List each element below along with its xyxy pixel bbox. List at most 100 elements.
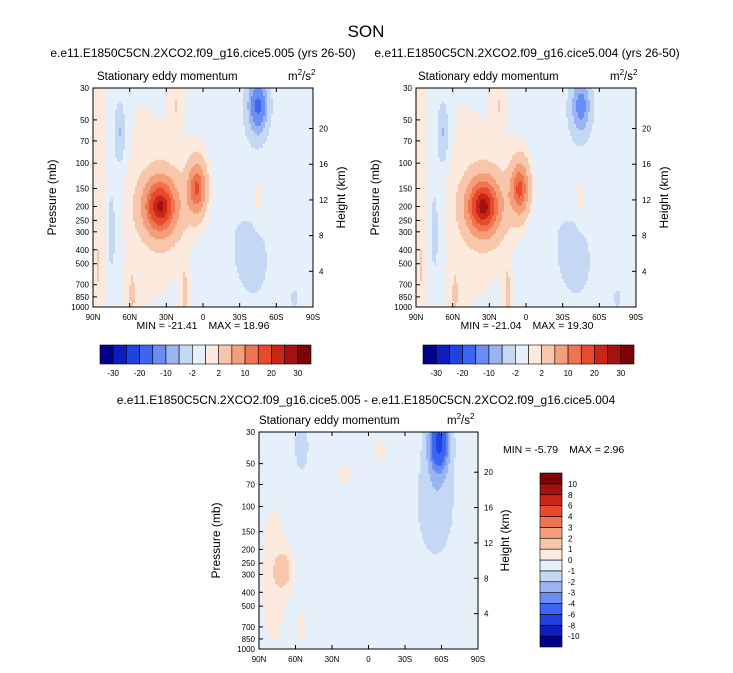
heatmap-cell xyxy=(223,131,226,135)
heatmap-cell xyxy=(215,133,218,137)
heatmap-cell xyxy=(285,119,288,123)
heatmap-cell xyxy=(101,109,104,113)
heatmap-cell xyxy=(177,123,180,127)
heatmap-cell xyxy=(211,113,214,117)
heatmap-cell xyxy=(193,115,196,119)
heatmap-cell xyxy=(231,115,234,119)
heatmap-cell xyxy=(159,123,162,127)
heatmap-cell xyxy=(291,111,294,115)
heatmap-cell xyxy=(301,115,304,119)
heatmap-cell xyxy=(107,88,110,91)
heatmap-cell xyxy=(199,101,202,105)
heatmap-cell xyxy=(173,125,176,129)
heatmap-cell xyxy=(129,123,132,127)
heatmap-cell xyxy=(271,113,274,117)
heatmap-cell xyxy=(177,107,180,111)
heatmap-cell xyxy=(193,99,196,103)
heatmap-cell xyxy=(227,103,230,107)
heatmap-cell xyxy=(95,127,98,131)
heatmap-cell xyxy=(109,111,112,115)
heatmap-cell xyxy=(175,99,178,103)
heatmap-cell xyxy=(261,105,264,109)
heatmap-cell xyxy=(197,117,200,121)
heatmap-cell xyxy=(295,89,298,93)
heatmap-cell xyxy=(213,129,216,133)
heatmap-cell xyxy=(237,127,240,131)
heatmap-cell xyxy=(247,107,250,111)
heatmap-cell xyxy=(267,88,270,91)
heatmap-cell xyxy=(265,89,268,93)
heatmap-cell xyxy=(157,129,160,133)
heatmap-cell xyxy=(187,133,190,137)
heatmap-cell xyxy=(155,95,158,99)
heatmap-cell xyxy=(183,129,186,133)
heatmap-cell xyxy=(239,99,242,103)
heatmap-cell xyxy=(219,109,222,113)
heatmap-cell xyxy=(193,117,196,121)
heatmap-cell xyxy=(133,131,136,135)
heatmap-cell xyxy=(185,127,188,131)
heatmap-cell xyxy=(143,95,146,99)
heatmap-cell xyxy=(235,109,238,113)
heatmap-cell xyxy=(141,131,144,135)
heatmap-cell xyxy=(207,123,210,127)
heatmap-cell xyxy=(175,115,178,119)
heatmap-cell xyxy=(279,127,282,131)
heatmap-cell xyxy=(109,131,112,135)
heatmap-cell xyxy=(181,99,184,103)
heatmap-cell xyxy=(169,127,172,131)
heatmap-cell xyxy=(203,109,206,113)
heatmap-cell xyxy=(159,129,162,133)
heatmap-cell xyxy=(211,129,214,133)
heatmap-cell xyxy=(201,93,204,97)
heatmap-cell xyxy=(149,115,152,119)
heatmap-cell xyxy=(181,88,184,91)
heatmap-cell xyxy=(125,95,128,99)
heatmap-cell xyxy=(237,105,240,109)
heatmap-cell xyxy=(293,93,296,97)
heatmap-cell xyxy=(155,101,158,105)
heatmap-cell xyxy=(145,105,148,109)
heatmap-cell xyxy=(113,131,116,135)
heatmap-cell xyxy=(103,103,106,107)
heatmap-cell xyxy=(229,121,232,125)
heatmap-cell xyxy=(247,133,250,137)
heatmap-cell xyxy=(219,107,222,111)
heatmap-cell xyxy=(281,133,284,137)
heatmap-cell xyxy=(165,103,168,107)
heatmap-cell xyxy=(239,125,242,129)
heatmap-cell xyxy=(189,105,192,109)
heatmap-cell xyxy=(295,115,298,119)
heatmap-cell xyxy=(93,113,96,117)
heatmap-cell xyxy=(161,89,164,93)
heatmap-cell xyxy=(233,99,236,103)
heatmap-cell xyxy=(133,89,136,93)
heatmap-cell xyxy=(115,101,118,105)
heatmap-cell xyxy=(99,127,102,131)
heatmap-cell xyxy=(131,93,134,97)
heatmap-cell xyxy=(207,91,210,95)
heatmap-cell xyxy=(93,91,96,95)
heatmap-cell xyxy=(249,95,252,99)
heatmap-cell xyxy=(185,107,188,111)
heatmap-cell xyxy=(119,125,122,129)
heatmap-cell xyxy=(297,101,300,105)
heatmap-cell xyxy=(235,115,238,119)
heatmap-cell xyxy=(107,127,110,131)
heatmap-cell xyxy=(243,89,246,93)
heatmap-cell xyxy=(237,97,240,101)
heatmap-cell xyxy=(161,99,164,103)
heatmap-cell xyxy=(161,127,164,131)
heatmap-cell xyxy=(311,133,314,137)
heatmap-cell xyxy=(169,115,172,119)
heatmap-cell xyxy=(149,103,152,107)
heatmap-cell xyxy=(165,129,168,133)
heatmap-cell xyxy=(245,93,248,97)
heatmap-cell xyxy=(161,113,164,117)
heatmap-cell xyxy=(213,93,216,97)
heatmap-cell xyxy=(147,129,150,133)
heatmap-cell xyxy=(97,113,100,117)
heatmap-cell xyxy=(241,101,244,105)
heatmap-cell xyxy=(305,91,308,95)
heatmap-cell xyxy=(307,93,310,97)
